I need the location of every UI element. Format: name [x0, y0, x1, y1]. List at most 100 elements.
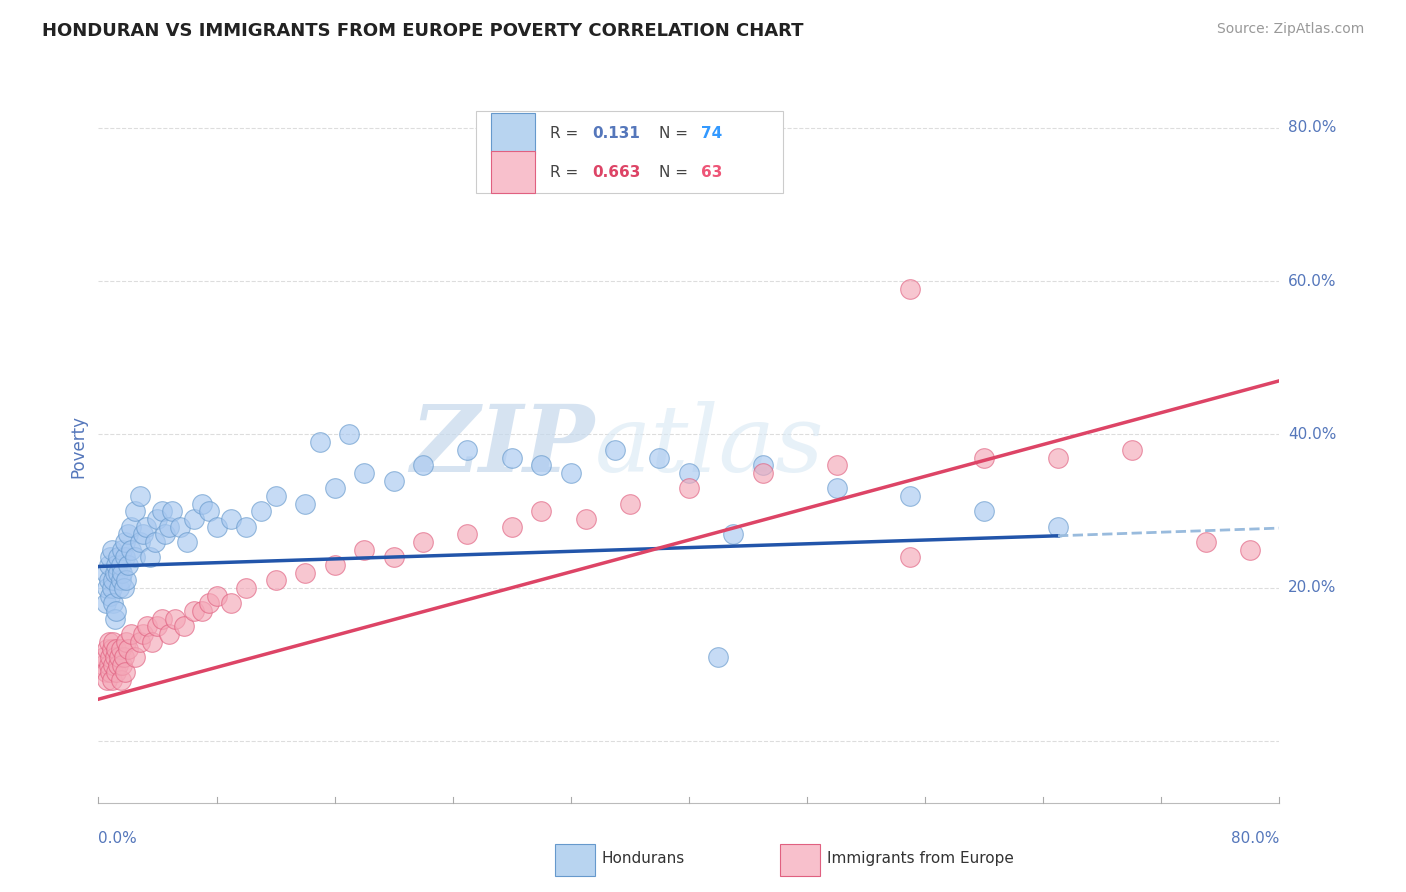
Point [110, 642, 132, 657]
Point [91, 657, 114, 672]
Text: 0.663: 0.663 [592, 165, 641, 179]
Text: R =: R = [550, 126, 582, 141]
Point [139, 550, 162, 565]
Text: 60.0%: 60.0% [1288, 274, 1336, 288]
Point [94, 566, 117, 580]
Point [337, 427, 360, 442]
Point [120, 542, 142, 557]
Point [98, 589, 121, 603]
Text: 0.0%: 0.0% [98, 830, 138, 846]
Point [825, 458, 848, 473]
Point [250, 504, 273, 518]
Point [105, 558, 128, 572]
Point [104, 650, 127, 665]
Text: Source: ZipAtlas.com: Source: ZipAtlas.com [1216, 22, 1364, 37]
Point [107, 550, 129, 565]
Point [146, 512, 169, 526]
Point [150, 504, 173, 518]
Point [169, 519, 191, 533]
Point [1195, 535, 1218, 549]
Point [96, 673, 118, 687]
Point [117, 642, 139, 657]
Point [198, 596, 221, 610]
Point [124, 504, 146, 518]
Point [103, 574, 125, 588]
Point [94, 596, 117, 610]
Point [264, 489, 287, 503]
Point [97, 558, 120, 572]
Text: N =: N = [659, 165, 693, 179]
Point [456, 527, 478, 541]
Point [353, 542, 375, 557]
Point [678, 481, 700, 495]
Point [530, 458, 553, 473]
Point [98, 665, 121, 680]
Point [560, 466, 582, 480]
Point [114, 665, 136, 680]
Text: 63: 63 [700, 165, 723, 179]
Point [157, 519, 180, 533]
Point [900, 550, 922, 565]
Point [323, 481, 346, 495]
Point [94, 665, 117, 680]
Point [105, 665, 128, 680]
Text: 40.0%: 40.0% [1288, 427, 1336, 442]
Point [105, 604, 128, 618]
Text: Immigrants from Europe: Immigrants from Europe [827, 852, 1014, 866]
Point [115, 634, 138, 648]
Point [648, 450, 671, 465]
Text: 80.0%: 80.0% [1288, 120, 1336, 135]
Point [235, 581, 257, 595]
Point [973, 450, 995, 465]
Point [900, 282, 922, 296]
Point [97, 574, 120, 588]
Point [235, 519, 257, 533]
Point [120, 519, 142, 533]
Point [111, 542, 134, 557]
Point [108, 581, 131, 595]
Point [107, 657, 129, 672]
Point [176, 535, 198, 549]
Point [97, 657, 120, 672]
Point [191, 497, 214, 511]
Point [173, 619, 195, 633]
Point [104, 612, 127, 626]
Point [112, 650, 135, 665]
Text: ZIP: ZIP [411, 401, 595, 491]
Point [1121, 442, 1143, 457]
Point [103, 657, 125, 672]
Point [103, 596, 125, 610]
Point [128, 489, 150, 503]
Point [150, 612, 173, 626]
Y-axis label: Poverty: Poverty [69, 415, 87, 477]
Point [112, 581, 135, 595]
Point [205, 589, 228, 603]
Point [678, 466, 700, 480]
Point [619, 497, 641, 511]
Point [353, 466, 375, 480]
Point [136, 619, 159, 633]
Point [98, 650, 121, 665]
Text: atlas: atlas [595, 401, 824, 491]
Text: 20.0%: 20.0% [1288, 581, 1336, 596]
Point [100, 542, 122, 557]
Text: 80.0%: 80.0% [1232, 830, 1279, 846]
Point [323, 558, 346, 572]
Point [103, 634, 125, 648]
Point [97, 634, 120, 648]
Point [1046, 450, 1069, 465]
Point [132, 627, 155, 641]
Point [721, 527, 744, 541]
Point [198, 504, 221, 518]
Point [100, 673, 122, 687]
Point [128, 535, 150, 549]
Point [191, 604, 214, 618]
Point [456, 442, 478, 457]
Point [110, 558, 132, 572]
Point [157, 627, 180, 641]
Point [219, 596, 242, 610]
Point [110, 574, 132, 588]
Point [96, 581, 118, 595]
Point [100, 581, 122, 595]
Point [501, 519, 523, 533]
